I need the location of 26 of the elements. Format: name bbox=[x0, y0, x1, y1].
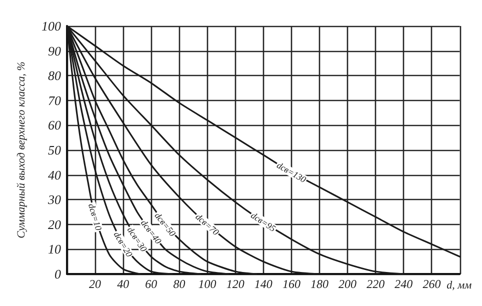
x-tick-label: 20 bbox=[89, 277, 102, 291]
y-axis-title: Суммарный выход верхнего класса, % bbox=[16, 62, 28, 238]
x-tick-label: 100 bbox=[198, 277, 216, 291]
y-tick-label: 80 bbox=[48, 68, 62, 84]
y-tick-label: 30 bbox=[47, 192, 62, 208]
x-tick-label: 180 bbox=[310, 277, 328, 291]
x-tick-label: 80 bbox=[173, 277, 186, 291]
x-tick-label: 40 bbox=[117, 277, 130, 291]
y-tick-label: 0 bbox=[54, 266, 62, 282]
x-axis-title: d, мм bbox=[446, 280, 472, 292]
y-tick-label: 40 bbox=[48, 167, 62, 182]
y-tick-label: 60 bbox=[48, 118, 62, 133]
x-tick-label: 260 bbox=[422, 277, 441, 291]
y-tick-label: 70 bbox=[48, 92, 62, 108]
x-tick-label: 140 bbox=[254, 277, 272, 291]
x-tick-label: 60 bbox=[145, 277, 158, 291]
y-tick-label: 10 bbox=[48, 242, 62, 257]
y-tick-label: 90 bbox=[48, 43, 62, 58]
x-tick-label: 160 bbox=[282, 277, 300, 291]
x-tick-label: 240 bbox=[394, 277, 413, 291]
y-tick-label: 20 bbox=[48, 216, 62, 232]
x-tick-label: 200 bbox=[338, 277, 357, 291]
x-tick-label: 120 bbox=[226, 277, 244, 291]
y-tick-label: 100 bbox=[42, 18, 62, 34]
y-tick-label: 50 bbox=[48, 142, 62, 158]
x-tick-label: 220 bbox=[366, 277, 385, 291]
